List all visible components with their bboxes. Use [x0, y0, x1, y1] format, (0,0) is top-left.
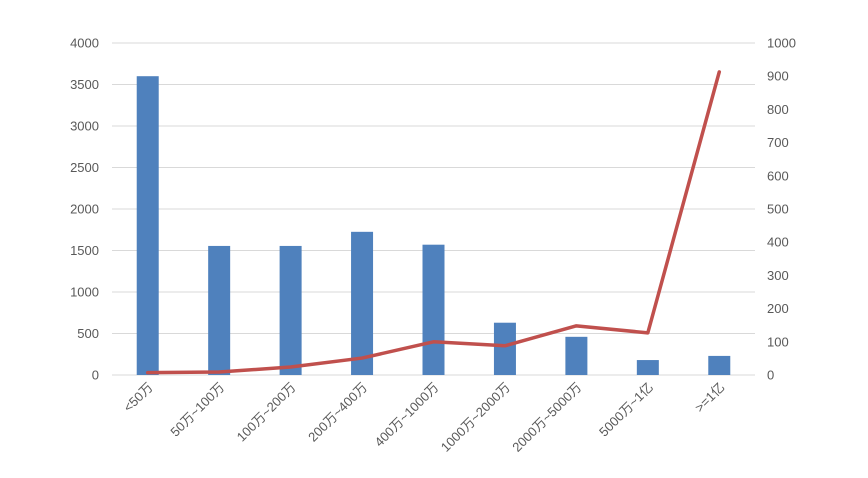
right-tick-label: 200 [767, 301, 789, 316]
right-tick-label: 600 [767, 168, 789, 183]
right-tick-label: 400 [767, 235, 789, 250]
x-tick-label: 200万~400万 [305, 380, 370, 445]
bar [494, 323, 516, 375]
left-tick-label: 0 [92, 368, 99, 383]
x-tick-label: 400万~1000万 [371, 380, 441, 450]
x-tick-label: <50万 [120, 380, 155, 415]
right-tick-label: 300 [767, 268, 789, 283]
x-tick-label: 1000万~2000万 [438, 380, 513, 455]
bar [423, 245, 445, 375]
bar [565, 337, 587, 375]
bar [208, 246, 230, 375]
right-axis-ticks: 0 100 200 300 400 500 600 700 800 900 1000 [767, 36, 796, 383]
bar [137, 76, 159, 375]
right-tick-label: 500 [767, 202, 789, 217]
right-tick-label: 900 [767, 69, 789, 84]
right-tick-label: 100 [767, 334, 789, 349]
x-tick-label: 2000万~5000万 [509, 380, 584, 455]
left-tick-label: 500 [77, 326, 99, 341]
bar [708, 356, 730, 375]
left-tick-label: 3000 [70, 119, 99, 134]
left-tick-label: 1000 [70, 285, 99, 300]
right-tick-label: 1000 [767, 36, 796, 51]
left-axis-ticks: 0 500 1000 1500 2000 2500 3000 3500 4000 [70, 36, 99, 383]
bar [280, 246, 302, 375]
x-tick-label: 50万~100万 [167, 380, 227, 440]
left-tick-label: 2500 [70, 160, 99, 175]
left-tick-label: 3500 [70, 77, 99, 92]
left-tick-label: 4000 [70, 36, 99, 51]
right-tick-label: 0 [767, 368, 774, 383]
bar-series [137, 76, 731, 375]
bar [351, 232, 373, 375]
right-tick-label: 800 [767, 102, 789, 117]
x-tick-label: 5000万~1亿 [596, 380, 656, 440]
x-tick-label: >=1亿 [692, 380, 728, 416]
bar [637, 360, 659, 375]
right-tick-label: 700 [767, 135, 789, 150]
x-tick-label: 100万~200万 [234, 380, 299, 445]
left-tick-label: 2000 [70, 202, 99, 217]
left-tick-label: 1500 [70, 243, 99, 258]
